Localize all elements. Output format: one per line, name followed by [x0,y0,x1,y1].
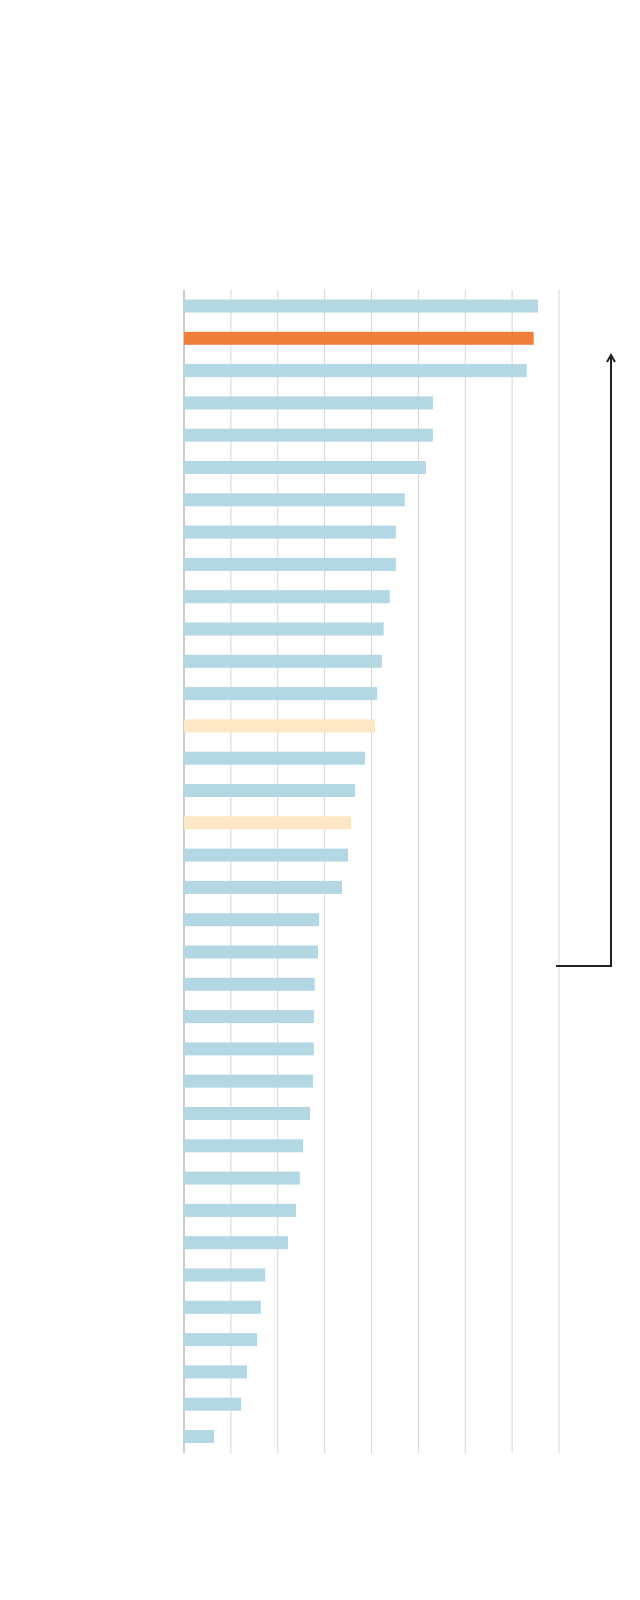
bar [184,364,527,378]
bar [184,654,382,668]
bar [184,1300,261,1314]
bar [184,719,375,733]
bar [184,1365,247,1379]
bar [184,1139,304,1153]
grid [183,290,560,1453]
bar [184,299,538,313]
bar [184,331,534,345]
bar [184,493,405,507]
bar [184,428,433,442]
bar [184,1107,311,1120]
bar [184,816,351,830]
bar [184,784,356,797]
bar [184,751,365,765]
bar [184,1397,242,1411]
bar [184,945,319,959]
bar [184,525,396,539]
bar [184,1268,266,1282]
bar [184,1333,258,1347]
bar [184,461,426,474]
bar [184,1430,214,1443]
arrow-head [606,352,616,363]
bar [184,1236,289,1250]
bar [184,880,342,894]
bar [184,1203,297,1217]
bar [184,1010,314,1024]
annotation-arrow [556,356,612,967]
bar [184,913,319,927]
bar [184,396,433,410]
bars [184,299,538,1443]
bar [184,848,349,862]
bar [184,1171,300,1185]
bar [184,622,384,636]
bar [184,977,315,991]
bar [184,1042,314,1056]
bar [184,590,390,604]
bar [184,687,378,701]
bar [184,557,396,571]
bar [184,1074,313,1088]
